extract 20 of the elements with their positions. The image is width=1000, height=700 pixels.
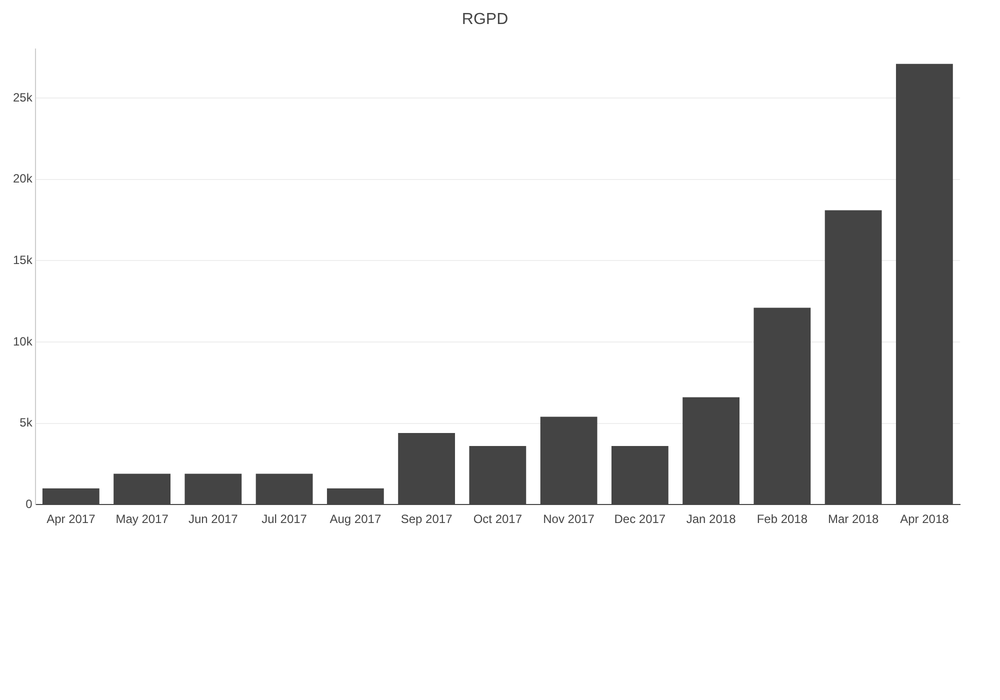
chart-title: RGPD	[462, 11, 508, 28]
y-tick-label: 20k	[12, 172, 34, 186]
x-tick-label: Jul 2017	[262, 512, 308, 526]
y-tick-label: 0	[26, 496, 33, 511]
y-tick-label: 25k	[12, 90, 34, 104]
x-tick-label: Sep 2017	[400, 512, 453, 526]
x-tick-label: Jan 2018	[686, 512, 736, 526]
x-tick-label: Dec 2017	[614, 512, 666, 526]
x-tick-label: Nov 2017	[543, 512, 595, 526]
x-tick-label: Apr 2017	[46, 512, 96, 526]
y-tick-label: 15k	[12, 252, 34, 267]
y-tick-label: 10k	[12, 334, 34, 348]
x-tick-label: May 2017	[116, 512, 169, 526]
x-tick-label: Apr 2018	[900, 512, 950, 526]
x-tick-label: Mar 2018	[828, 512, 879, 526]
y-tick-label: 5k	[20, 416, 34, 430]
x-tick-label: Feb 2018	[756, 512, 808, 526]
x-tick-label: Oct 2017	[473, 512, 522, 526]
x-tick-label: Aug 2017	[330, 512, 382, 526]
x-tick-label: Jun 2017	[188, 512, 238, 526]
